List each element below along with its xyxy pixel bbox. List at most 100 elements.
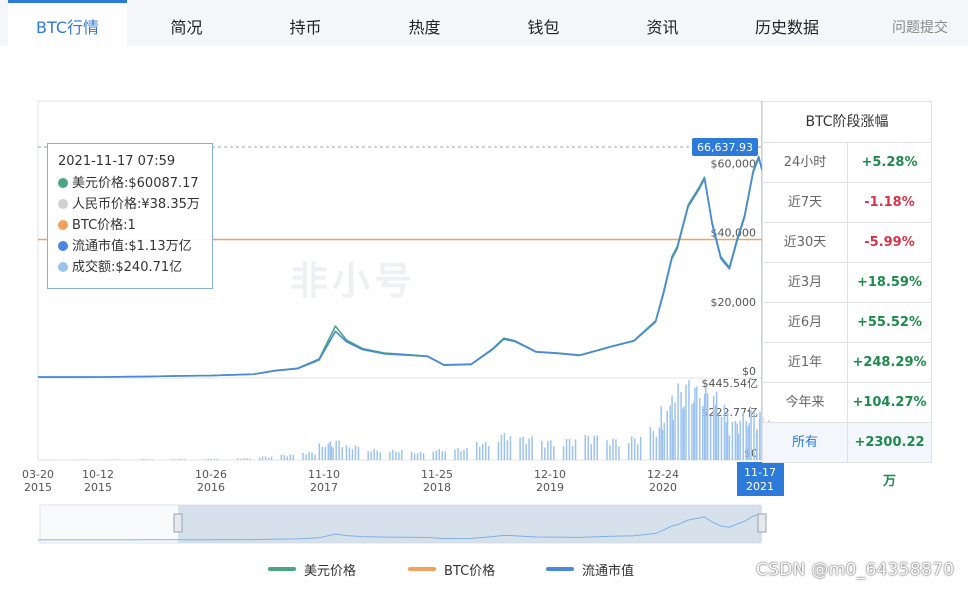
tab-btc-market[interactable]: BTC行情	[8, 0, 127, 46]
volume-bar	[745, 421, 747, 460]
volume-bar	[460, 451, 462, 460]
volume-bar	[717, 415, 720, 460]
volume-bar	[379, 452, 381, 460]
volume-bar	[742, 412, 744, 460]
stage-row-all[interactable]: 所有 +2300.22万	[762, 423, 932, 489]
volume-bar	[175, 459, 177, 460]
volume-bar	[410, 451, 413, 460]
x-tick-label: 11-10	[308, 468, 340, 481]
volume-bar	[267, 457, 270, 460]
volume-bar	[750, 410, 752, 460]
tab-wallet[interactable]: 钱包	[527, 18, 560, 37]
tooltip-row-btc: BTC价格:1	[58, 215, 202, 236]
volume-bar	[324, 446, 327, 460]
volume-bar	[612, 438, 614, 460]
volume-bar	[351, 449, 354, 460]
volume-bar	[487, 446, 490, 460]
stage-value: +55.52%	[856, 315, 923, 330]
tooltip-row-mcap: 流通市值:$1.13万亿	[58, 236, 202, 257]
volume-bar	[392, 449, 394, 460]
tooltip-btc: BTC价格:1	[72, 218, 136, 233]
stage-row-24h[interactable]: 24小时 +5.28%	[762, 143, 932, 183]
stage-value: +18.59%	[856, 275, 923, 290]
volume-bar	[525, 444, 527, 460]
tab-holdings[interactable]: 持币	[289, 18, 322, 37]
volume-bar	[725, 422, 728, 460]
x-tick-year: 2020	[649, 481, 677, 494]
volume-bar	[484, 441, 487, 460]
stage-row-6m[interactable]: 近6月 +55.52%	[762, 303, 932, 343]
stage-value: -1.18%	[864, 195, 915, 210]
stage-row-3m[interactable]: 近3月 +18.59%	[762, 263, 932, 303]
x-tick-year: 2016	[197, 481, 225, 494]
stage-row-ytd[interactable]: 今年来 +104.27%	[762, 383, 932, 423]
x-tick-label: 12-24	[647, 468, 679, 481]
stage-row-7d[interactable]: 近7天 -1.18%	[762, 183, 932, 223]
volume-bar	[682, 408, 684, 460]
volume-bar	[441, 451, 444, 460]
volume-bar	[318, 443, 321, 460]
volume-bar	[330, 446, 333, 460]
legend-swatch	[408, 567, 436, 571]
stage-row-1y[interactable]: 近1年 +248.29%	[762, 343, 932, 383]
x-tick-label: 12-10	[534, 468, 566, 481]
volume-bar	[663, 422, 665, 460]
volume-bar	[438, 448, 441, 460]
tab-overview[interactable]: 简况	[170, 18, 203, 37]
volume-bar	[204, 458, 207, 460]
volume-bar	[522, 436, 524, 460]
volume-bar	[748, 423, 750, 460]
volume-bar	[544, 447, 546, 460]
navigator-line	[38, 513, 763, 541]
tab-history[interactable]: 历史数据	[754, 18, 819, 37]
legend-label: BTC价格	[444, 563, 496, 579]
volume-bar	[609, 445, 611, 460]
volume-bar	[311, 452, 313, 460]
volume-bar	[590, 444, 592, 460]
x-tick-year: 2017	[310, 481, 338, 494]
volume-bar	[435, 450, 438, 460]
x-tick-year: 2015	[84, 481, 112, 494]
volume-bar	[207, 458, 210, 460]
x-tick-label: 03-20	[22, 468, 54, 481]
volume-bar	[747, 426, 749, 460]
tab-news[interactable]: 资讯	[646, 18, 679, 37]
cny-dot-icon	[58, 199, 68, 209]
volume-dot-icon	[58, 262, 68, 272]
volume-bar	[398, 452, 400, 460]
volume-bar	[178, 459, 180, 460]
legend-usd[interactable]: 美元价格	[268, 560, 356, 579]
volume-bar	[338, 440, 340, 460]
volume-bar	[615, 439, 617, 460]
volume-bar	[658, 427, 661, 460]
volume-bar	[562, 446, 565, 460]
volume-bar	[243, 458, 245, 460]
btc-dot-icon	[58, 220, 68, 230]
tab-feedback[interactable]: 问题提交	[892, 20, 948, 36]
legend-mcap[interactable]: 流通市值	[546, 560, 634, 579]
volume-bar	[636, 444, 639, 460]
stage-gain-panel: BTC阶段涨幅 24小时 +5.28% 近7天 -1.18% 近30天 -5.99% …	[762, 101, 932, 489]
volume-bar	[709, 415, 712, 460]
x-cursor-label: 11-17	[744, 466, 776, 479]
volume-bar	[547, 441, 549, 460]
volume-bar	[655, 436, 658, 460]
volume-bar	[289, 454, 292, 460]
x-tick-label: 10-26	[195, 468, 227, 481]
volume-bar	[432, 451, 435, 460]
volume-bar	[86, 459, 88, 460]
volume-bar	[669, 405, 671, 460]
volume-bar	[327, 443, 330, 460]
legend-btc[interactable]: BTC价格	[408, 560, 496, 579]
volume-bar	[593, 435, 595, 460]
volume-bar	[395, 451, 397, 460]
stage-label: 今年来	[763, 383, 848, 422]
volume-bar	[568, 438, 571, 460]
tab-popularity[interactable]: 热度	[408, 18, 441, 37]
stage-row-30d[interactable]: 近30天 -5.99%	[762, 223, 932, 263]
volume-bar	[261, 456, 264, 460]
stage-label: 所有	[763, 423, 848, 462]
volume-bar	[649, 427, 652, 460]
volume-bar	[172, 458, 174, 460]
